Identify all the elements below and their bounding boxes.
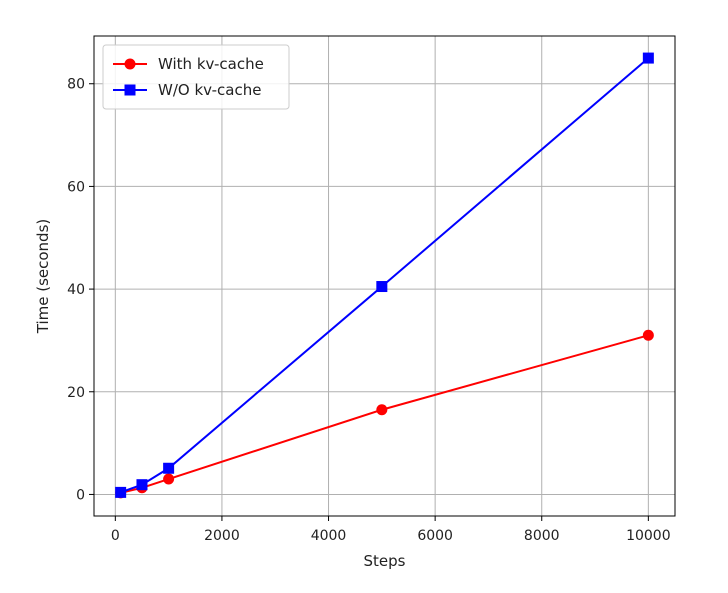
x-tick-label: 2000 [204,528,240,544]
y-tick-label: 60 [67,179,85,195]
data-point [163,473,175,485]
ticks: 0 2000 4000 6000 8000 10000 0 20 40 60 80 [67,77,670,544]
y-tick-label: 0 [76,487,85,503]
data-point [163,462,175,474]
y-tick-label: 40 [67,282,85,298]
data-point [642,52,654,64]
data-point [136,479,148,491]
x-tick-label: 10000 [626,528,671,544]
series-2 [115,52,654,498]
y-axis-label: Time (seconds) [34,219,52,335]
data-point [115,486,127,498]
x-tick-label: 4000 [311,528,347,544]
y-tick-label: 20 [67,385,85,401]
series-1 [115,329,654,499]
legend-label: W/O kv-cache [158,81,261,99]
series-line [120,57,649,494]
x-tick-label: 6000 [417,528,453,544]
x-tick-label: 0 [111,528,120,544]
x-axis-label: Steps [364,552,406,570]
data-point [376,404,388,416]
data-point [376,281,388,293]
data-point [642,329,654,341]
legend: With kv-cache W/O kv-cache [102,44,290,110]
x-tick-label: 8000 [524,528,560,544]
legend-entry: W/O kv-cache [113,81,261,99]
legend-entry: With kv-cache [113,55,264,73]
plot-frame [93,35,676,517]
legend-marker [124,58,136,70]
legend-box [102,44,290,110]
legend-marker [124,84,136,96]
series-layer [115,52,654,499]
legend-label: With kv-cache [158,55,264,73]
y-tick-label: 80 [67,77,85,93]
